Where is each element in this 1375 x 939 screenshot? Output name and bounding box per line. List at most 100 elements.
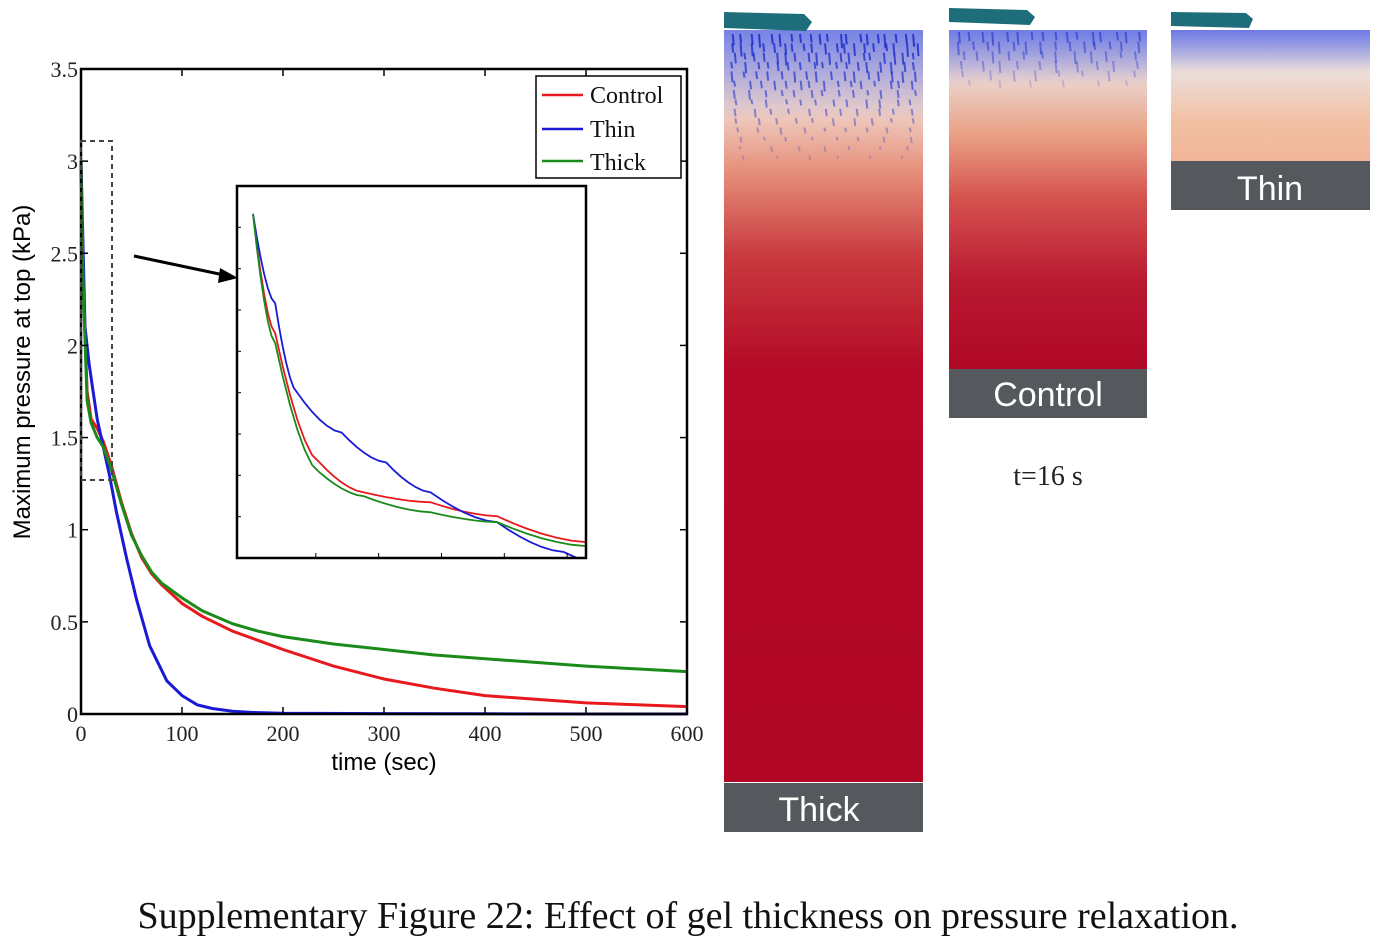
- flow-arrow: [1095, 60, 1099, 71]
- flow-arrow: [1080, 70, 1084, 77]
- flow-arrow: [1038, 60, 1042, 70]
- flow-arrow: [865, 33, 869, 46]
- flow-arrow: [1041, 51, 1044, 59]
- flow-arrow: [916, 43, 920, 57]
- series-line-thick: [79, 161, 688, 674]
- flow-arrow: [750, 99, 754, 105]
- flow-arrow: [836, 80, 840, 88]
- y-tick-label: 2.5: [51, 241, 79, 266]
- x-tick-label: 0: [76, 721, 87, 746]
- flow-arrow: [910, 108, 914, 116]
- flow-arrow: [799, 99, 803, 106]
- flow-arrow: [757, 118, 761, 126]
- flow-arrow: [1030, 31, 1034, 40]
- flow-arrow: [991, 51, 995, 64]
- flow-arrow: [986, 41, 990, 51]
- flow-arrow: [1006, 31, 1010, 43]
- inset-series-line-control: [252, 213, 587, 543]
- y-tick-label: 1: [67, 518, 78, 543]
- flow-arrow: [739, 136, 743, 143]
- control-flow-arrows: [956, 31, 1142, 89]
- flow-arrow: [814, 71, 818, 83]
- flow-arrow: [731, 33, 735, 46]
- flow-arrow: [730, 61, 734, 69]
- flow-arrow: [1054, 41, 1058, 51]
- flow-arrow: [956, 41, 960, 56]
- flow-arrow: [904, 33, 908, 44]
- flow-arrow: [913, 71, 917, 83]
- x-tick-label: 100: [166, 721, 199, 746]
- flow-arrow: [998, 80, 1002, 89]
- thick-label: Thick: [778, 791, 860, 829]
- x-tick-label: 200: [267, 721, 300, 746]
- flow-arrow: [885, 127, 889, 134]
- flow-arrow: [734, 99, 738, 106]
- control-indenter: [949, 8, 1035, 25]
- flow-arrow: [803, 127, 807, 134]
- flow-arrow: [764, 99, 768, 108]
- flow-arrow: [736, 127, 740, 133]
- flow-arrow: [903, 61, 907, 73]
- flow-arrow: [842, 43, 846, 54]
- flow-arrow: [975, 51, 979, 62]
- flow-arrow: [810, 43, 814, 54]
- x-tick-label: 400: [469, 721, 502, 746]
- flow-arrow: [1028, 80, 1032, 88]
- y-tick-label: 0: [67, 702, 78, 727]
- flow-arrow: [794, 118, 798, 124]
- flow-arrow: [753, 108, 757, 118]
- x-axis: 0 100 200 300 400 500 600: [76, 69, 704, 746]
- flow-arrow: [1007, 51, 1011, 61]
- flow-arrow: [766, 71, 770, 81]
- y-axis-label: Maximum pressure at top (kPa): [9, 205, 36, 540]
- flow-arrow: [1073, 51, 1077, 65]
- flow-arrow: [837, 89, 841, 97]
- flow-arrow: [743, 52, 747, 60]
- thick-indenter: [724, 12, 812, 31]
- x-tick-label: 300: [368, 721, 401, 746]
- flow-arrow: [815, 52, 819, 66]
- flow-arrow: [814, 99, 818, 106]
- flow-arrow: [879, 90, 883, 100]
- flow-arrow: [829, 71, 833, 81]
- y-tick-label: 2: [67, 333, 78, 358]
- flow-arrow: [998, 60, 1002, 74]
- flow-arrow: [1016, 31, 1020, 45]
- y-tick-label: 3.5: [51, 57, 79, 82]
- flow-arrow: [802, 43, 806, 51]
- flow-arrow: [891, 108, 895, 115]
- flow-arrow: [872, 43, 876, 52]
- flow-arrow: [808, 108, 812, 116]
- flow-arrow: [1039, 41, 1043, 55]
- legend-label-thick: Thick: [590, 150, 646, 176]
- flow-arrow: [1138, 31, 1142, 42]
- inset-chart: [235, 184, 588, 560]
- flow-arrow: [852, 71, 856, 83]
- flow-arrow: [835, 43, 839, 53]
- flow-arrow: [809, 33, 813, 43]
- flow-arrow: [912, 33, 916, 47]
- inset-background: [237, 186, 586, 558]
- flow-arrow: [773, 80, 777, 91]
- flow-arrow: [1075, 60, 1079, 73]
- flow-arrow: [1061, 80, 1065, 88]
- flow-arrow: [752, 52, 756, 62]
- flow-arrow: [739, 43, 743, 57]
- flow-arrow: [733, 80, 737, 87]
- flow-arrow: [810, 90, 814, 99]
- flow-arrow: [849, 80, 853, 88]
- flow-arrow: [889, 80, 893, 90]
- flow-arrow: [807, 80, 811, 89]
- flow-arrow: [823, 146, 827, 152]
- flow-arrow: [762, 136, 766, 141]
- flow-arrow: [784, 136, 787, 142]
- flow-arrow: [889, 117, 893, 123]
- flow-arrow: [909, 136, 913, 144]
- flow-arrow: [882, 52, 886, 64]
- flow-arrow: [764, 90, 768, 98]
- flow-arrow: [1097, 80, 1100, 87]
- thin-indenter: [1171, 12, 1253, 28]
- flow-arrow: [867, 71, 871, 80]
- flow-arrow: [756, 127, 760, 133]
